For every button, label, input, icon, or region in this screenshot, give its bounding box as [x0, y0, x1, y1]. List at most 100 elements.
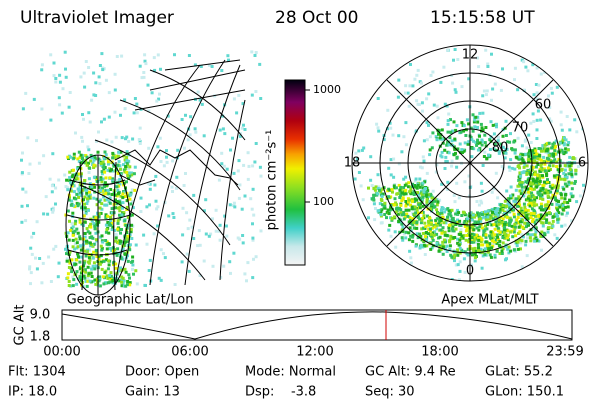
pixel — [542, 167, 546, 171]
pixel — [534, 149, 538, 153]
pixel — [392, 203, 396, 207]
pixel — [184, 113, 187, 117]
pixel — [196, 90, 200, 94]
pixel — [392, 215, 396, 219]
info-field: GLat: 55.2 — [485, 365, 553, 380]
pixel — [525, 254, 529, 258]
pixel — [409, 63, 412, 66]
pixel — [473, 252, 477, 256]
pixel — [464, 134, 468, 137]
pixel — [507, 245, 511, 249]
pixel — [57, 178, 61, 182]
pixel — [133, 188, 137, 192]
pixel — [73, 242, 77, 246]
pixel — [490, 246, 494, 250]
pixel — [198, 243, 202, 247]
pixel — [476, 126, 479, 129]
pixel — [520, 239, 524, 243]
pixel — [374, 185, 378, 189]
pixel — [520, 58, 524, 62]
pixel — [471, 225, 475, 229]
altitude-plot-frame — [61, 309, 573, 341]
pixel — [202, 134, 206, 138]
pixel — [449, 234, 453, 238]
pixel — [100, 202, 104, 206]
pixel — [157, 97, 161, 101]
pixel — [493, 215, 497, 219]
pixel — [513, 66, 517, 70]
pixel — [127, 273, 131, 277]
pixel — [533, 239, 537, 243]
pixel — [126, 215, 130, 219]
pixel — [472, 228, 476, 232]
pixel — [130, 171, 134, 175]
pixel — [186, 138, 190, 142]
pixel — [71, 284, 75, 288]
pixel — [246, 151, 250, 155]
pixel — [484, 144, 488, 148]
pixel — [538, 173, 542, 177]
pixel — [499, 88, 503, 92]
pixel — [516, 221, 520, 225]
pixel — [389, 206, 393, 210]
pixel — [418, 165, 422, 169]
pixel — [502, 223, 506, 226]
pixel — [357, 171, 361, 174]
pixel — [405, 212, 409, 216]
pixel — [135, 282, 139, 286]
pixel — [521, 235, 525, 239]
pixel — [148, 187, 152, 191]
pixel — [513, 148, 517, 152]
pixel — [512, 215, 516, 219]
pixel — [547, 221, 551, 225]
pixel — [77, 202, 81, 206]
pixel — [99, 198, 103, 202]
pixel — [396, 192, 400, 196]
time: 15:15:58 UT — [430, 8, 535, 28]
pixel — [119, 150, 123, 154]
pixel — [551, 164, 555, 168]
pixel — [550, 202, 554, 206]
pixel — [68, 179, 72, 183]
pixel — [535, 97, 539, 101]
pixel — [87, 161, 91, 165]
pixel — [498, 244, 501, 247]
pixel — [418, 103, 421, 106]
pixel — [490, 239, 494, 243]
pixel — [582, 183, 585, 187]
pixel — [549, 86, 553, 90]
pixel — [413, 184, 417, 187]
pixel — [89, 153, 93, 157]
pixel — [372, 196, 375, 200]
pixel — [217, 229, 221, 233]
pixel — [562, 200, 566, 204]
pixel — [397, 78, 401, 82]
pixel — [372, 202, 376, 206]
pixel — [400, 222, 404, 226]
pixel — [434, 170, 438, 174]
pixel — [522, 170, 526, 174]
pixel — [153, 183, 157, 187]
info-field: Mode: Normal — [245, 365, 336, 380]
pixel — [496, 235, 500, 239]
pixel — [76, 204, 80, 208]
pixel — [434, 135, 438, 139]
pixel — [134, 243, 138, 247]
pixel — [95, 197, 99, 201]
pixel — [458, 269, 462, 273]
pixel — [54, 80, 58, 84]
pixel — [469, 135, 473, 139]
pixel — [125, 135, 129, 139]
pixel — [100, 267, 104, 271]
pixel — [483, 252, 487, 256]
pixel — [438, 212, 441, 216]
pixel — [428, 148, 432, 152]
pixel — [420, 81, 423, 85]
pixel — [441, 245, 445, 249]
pixel — [254, 51, 258, 54]
pixel — [529, 201, 533, 205]
pixel — [453, 259, 456, 263]
pixel — [94, 238, 98, 242]
pixel — [78, 184, 82, 188]
pixel — [493, 207, 497, 210]
